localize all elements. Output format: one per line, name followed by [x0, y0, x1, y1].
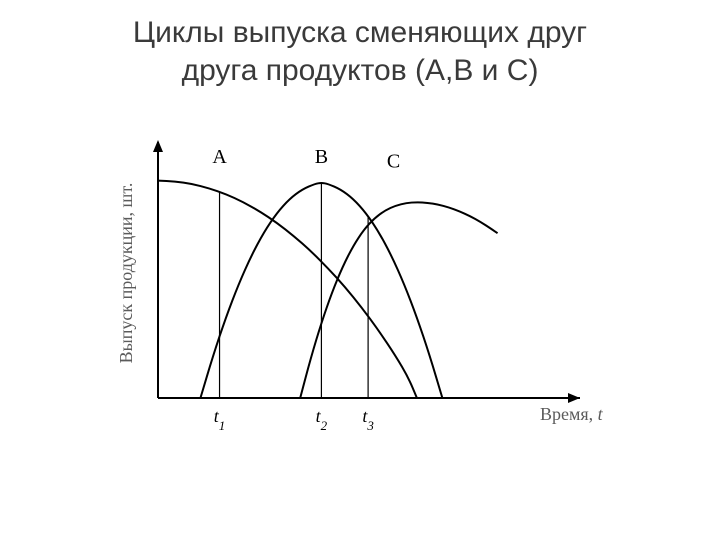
y-axis-label: Выпуск продукции, шт.	[116, 183, 136, 364]
tick-label-t2: t2	[316, 406, 328, 433]
tick-label-t1: t1	[214, 406, 226, 433]
curve-c	[300, 202, 497, 398]
y-axis-arrow	[153, 140, 163, 152]
x-axis-label: Время, t	[540, 404, 604, 424]
curve-a	[158, 181, 417, 398]
page-title: Циклы выпуска сменяющих друг друга проду…	[0, 14, 720, 89]
tick-label-t3: t3	[362, 406, 374, 433]
series-label-b: B	[315, 146, 328, 168]
title-line-1: Циклы выпуска сменяющих друг	[133, 16, 587, 49]
chart-svg: A B Ct1 t2 t3 Время, t Выпуск продукции, шт.	[110, 130, 630, 450]
title-line-2: друга продуктов (А,В и С)	[182, 54, 539, 87]
x-axis-arrow	[568, 393, 580, 403]
product-lifecycle-chart: A B Ct1 t2 t3 Время, t Выпуск продукции, шт.	[110, 130, 630, 450]
series-label-c: C	[387, 151, 400, 173]
series-label-a: A	[212, 146, 227, 168]
